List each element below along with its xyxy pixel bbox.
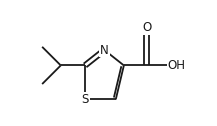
Text: O: O	[142, 21, 151, 34]
Text: OH: OH	[168, 59, 186, 72]
Text: S: S	[81, 93, 89, 106]
Text: N: N	[100, 44, 109, 57]
